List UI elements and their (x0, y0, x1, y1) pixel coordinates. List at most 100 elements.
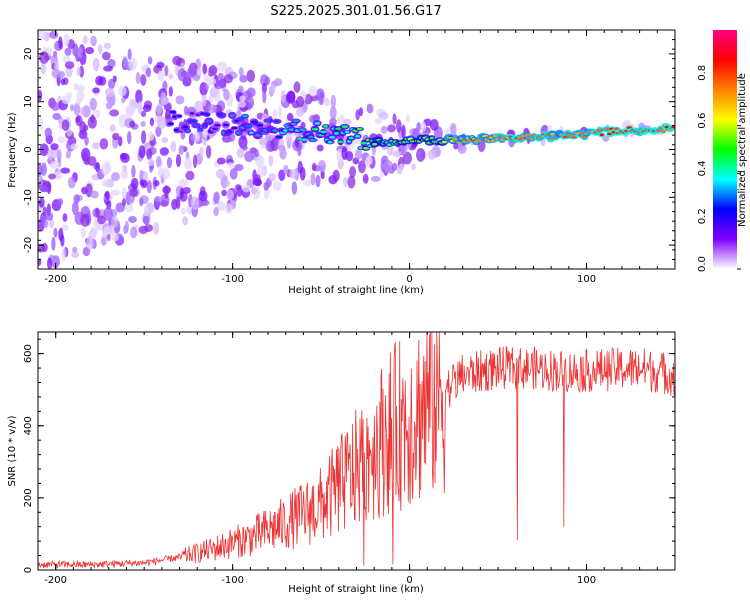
heatmap-cell (89, 97, 97, 111)
heatmap-cell (411, 163, 416, 171)
heatmap-cell (83, 35, 88, 44)
colorbar-ticks: 0.0 0.2 0.4 0.6 0.8 (697, 65, 741, 272)
heatmap-cell (224, 203, 233, 214)
heatmap-cell (140, 179, 148, 189)
heatmap-cell (101, 180, 109, 187)
heatmap-cell (76, 90, 85, 102)
colorbar-gradient (713, 30, 737, 269)
heatmap-cell (216, 157, 226, 165)
heatmap-cell (159, 147, 170, 156)
heatmap-cell (185, 129, 190, 133)
heatmap-cell (87, 155, 97, 166)
heatmap-cell (92, 87, 100, 94)
heatmap-cell (73, 102, 81, 116)
heatmap-cell (221, 189, 227, 197)
colorbar-tick-label: 0.4 (697, 160, 708, 176)
heatmap-cell (52, 113, 61, 121)
heatmap-cell (127, 48, 132, 60)
heatmap-cell (193, 124, 199, 127)
snr-series-line (38, 332, 675, 569)
heatmap-cell (356, 127, 363, 131)
heatmap-cell (217, 61, 227, 72)
heatmap-cell (186, 74, 191, 83)
heatmap-cell (92, 57, 100, 72)
heatmap-cell (190, 196, 200, 210)
heatmap-cell (139, 197, 144, 207)
heatmap-cell (401, 124, 406, 139)
heatmap-cell (168, 73, 174, 80)
heatmap-cell (146, 148, 153, 161)
heatmap-cell (172, 55, 182, 66)
heatmap-cell (427, 149, 437, 160)
heatmap-cell (275, 135, 283, 139)
heatmap-cell (154, 196, 162, 203)
heatmap-cell (237, 117, 245, 121)
heatmap-cell (149, 117, 155, 127)
heatmap-cell (343, 118, 352, 126)
heatmap-cell (104, 87, 115, 98)
heatmap-cell (51, 236, 56, 251)
heatmap-cell (254, 154, 265, 167)
heatmap-cell (278, 169, 286, 181)
heatmap-cell (234, 163, 244, 172)
heatmap-cell (84, 136, 89, 146)
heatmap-cell (136, 93, 143, 104)
heatmap-cell (226, 189, 235, 201)
heatmap-cell (137, 101, 143, 114)
heatmap-cell (402, 151, 412, 165)
heatmap-x-tick-label: 0 (406, 274, 412, 285)
heatmap-cell (278, 137, 285, 152)
heatmap-cell (121, 198, 127, 207)
heatmap-cell (206, 119, 212, 123)
heatmap-cell (449, 122, 457, 137)
heatmap-cell (354, 148, 362, 160)
heatmap-cell (155, 103, 163, 116)
heatmap-cell (285, 90, 296, 104)
heatmap-cell (206, 77, 217, 86)
heatmap-cell (122, 164, 128, 173)
heatmap-cell (335, 127, 342, 131)
heatmap-cell (167, 122, 175, 126)
heatmap-cell (138, 145, 146, 159)
heatmap-cell (245, 96, 255, 110)
heatmap-cell (197, 128, 204, 131)
heatmap-cell (95, 207, 100, 219)
heatmap-cell (77, 46, 83, 59)
heatmap-cell (38, 258, 42, 266)
heatmap-cell (119, 152, 128, 160)
heatmap-cell (293, 81, 301, 93)
heatmap-cell (162, 80, 168, 91)
heatmap-cell (203, 113, 211, 116)
heatmap-y-label: Frequency (Hz) (7, 112, 18, 188)
heatmap-cell (286, 132, 293, 145)
heatmap-cell (257, 164, 265, 178)
heatmap-cell (261, 82, 267, 94)
heatmap-cell (391, 162, 398, 171)
heatmap-cell (75, 84, 86, 92)
heatmap-cell (112, 132, 120, 141)
heatmap-y-tick-label: -20 (23, 237, 34, 253)
heatmap-cell (103, 42, 111, 50)
heatmap-cell (90, 35, 97, 47)
heatmap-cell (62, 55, 71, 64)
heatmap-cell (180, 207, 186, 215)
heatmap-cell (176, 196, 181, 210)
heatmap-cell (164, 65, 169, 77)
heatmap-cell (599, 133, 604, 137)
heatmap-cell (153, 180, 160, 187)
heatmap-cell (39, 185, 49, 193)
snr-y-tick-label: 400 (23, 416, 34, 435)
heatmap-cell (66, 129, 73, 137)
heatmap-cell (146, 180, 152, 194)
heatmap-cell (110, 216, 119, 228)
heatmap-cell (84, 158, 90, 166)
heatmap-cell (328, 136, 336, 139)
heatmap-cell (81, 105, 91, 118)
heatmap-cell (349, 166, 357, 178)
heatmap-cell (223, 88, 230, 101)
heatmap-cell (229, 114, 235, 117)
heatmap-cell (222, 123, 229, 127)
heatmap-cell (378, 111, 389, 120)
heatmap-cell (170, 140, 177, 153)
heatmap-cell (339, 113, 345, 127)
